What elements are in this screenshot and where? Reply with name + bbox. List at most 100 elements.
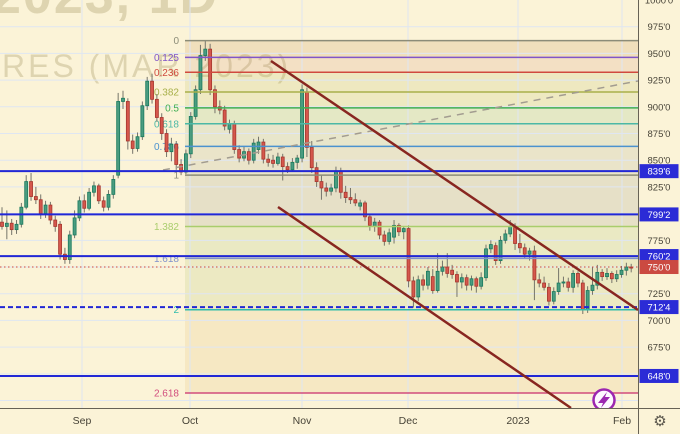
candle-body — [125, 101, 130, 142]
candle-body — [450, 269, 455, 275]
candle-body — [309, 146, 314, 169]
candle-body — [140, 105, 145, 138]
candle-body — [406, 228, 411, 282]
candle-body — [493, 245, 498, 262]
lightning-icon[interactable] — [592, 388, 616, 412]
candle-body — [130, 140, 135, 149]
candle-body — [251, 142, 256, 161]
candle-body — [164, 133, 169, 153]
current-price-tag — [639, 260, 679, 275]
candle-body — [96, 185, 101, 202]
candle-body — [145, 80, 150, 107]
candle-body — [135, 136, 140, 149]
candle-body — [561, 281, 566, 284]
time-axis-bg — [0, 408, 680, 434]
time-tick-label: Nov — [293, 415, 312, 427]
candle-body — [213, 89, 217, 108]
candle-body — [571, 273, 576, 288]
candles-layer[interactable] — [0, 40, 634, 315]
candle-body — [169, 143, 174, 153]
candle-body — [261, 141, 266, 160]
candle-body — [416, 279, 421, 298]
candle-body — [121, 97, 125, 102]
price-tick-label: 950'0 — [648, 49, 671, 60]
candle-body — [551, 291, 556, 302]
candle-body — [24, 181, 29, 208]
trendline-dashed[interactable] — [162, 80, 639, 171]
candle-body — [48, 204, 53, 221]
candle-body — [488, 244, 493, 250]
candle-body — [184, 153, 188, 173]
time-axis[interactable]: Sep Oct Nov Dec 2023 Feb — [73, 415, 632, 427]
fib-level-label: 1.382 — [154, 222, 179, 233]
candle-body — [101, 200, 106, 208]
horizontal-price-lines[interactable] — [0, 170, 638, 377]
time-tick-label: Feb — [613, 415, 631, 427]
candle-body — [290, 161, 295, 171]
price-line-tag — [639, 207, 679, 222]
price-line-tag-label: 799'2 — [648, 210, 671, 221]
candle-body — [508, 226, 513, 235]
price-tick-label: 925'0 — [648, 76, 671, 87]
fib-level-label: 0.236 — [154, 68, 179, 79]
candle-body — [576, 273, 580, 284]
candle-body — [154, 98, 159, 118]
candle-body — [411, 280, 416, 298]
time-tick-label: Dec — [399, 415, 418, 427]
lightning-bolt — [598, 392, 610, 408]
price-tick-label: 700'0 — [648, 316, 671, 327]
candle-body — [348, 197, 353, 201]
candle-body — [208, 48, 213, 91]
price-line-tag-label: 712'4 — [648, 303, 671, 314]
candle-body — [430, 276, 435, 291]
fib-labels: 00.1250.2360.3820.50.6180.78611.3821.618… — [154, 36, 179, 399]
price-line-tag-label: 760'2 — [648, 252, 671, 263]
candle-body — [566, 281, 571, 288]
candle-body — [237, 149, 242, 159]
grid-layer — [0, 0, 638, 408]
candle-body — [367, 216, 372, 226]
candle-body — [193, 89, 198, 117]
descending-channel[interactable] — [270, 59, 639, 410]
fib-level-label: 0.5 — [165, 103, 179, 114]
candle-body — [188, 116, 193, 155]
candle-body — [43, 204, 48, 215]
candle-body — [392, 224, 396, 238]
candle-body — [92, 185, 96, 193]
candle-body — [474, 278, 479, 287]
gear-icon[interactable]: ⚙ — [653, 413, 666, 430]
candle-body — [222, 109, 227, 127]
candle-body — [271, 159, 275, 164]
candle-body — [203, 48, 208, 56]
candle-body — [580, 282, 585, 311]
candle-body — [445, 266, 450, 274]
candle-body — [609, 273, 614, 280]
candle-body — [513, 226, 517, 244]
price-line-tag-label: 839'6 — [648, 167, 671, 178]
price-tick-label: 675'0 — [648, 343, 671, 354]
fib-band — [185, 175, 638, 227]
candle-body — [275, 156, 280, 164]
candle-body — [537, 279, 542, 284]
candle-body — [58, 223, 62, 255]
candle-body — [305, 91, 309, 148]
fib-level-label: 0 — [173, 36, 179, 47]
candle-body — [459, 277, 464, 283]
candle-body — [464, 277, 469, 286]
candle-body — [624, 266, 629, 271]
candle-body — [33, 196, 38, 201]
fib-level-label: 0.382 — [154, 87, 179, 98]
fib-band — [185, 123, 638, 147]
price-line-tag — [639, 300, 679, 315]
candle-body — [600, 271, 605, 278]
price-tick-label: 825'0 — [648, 182, 671, 193]
fib-band — [185, 91, 638, 108]
candle-body — [377, 221, 382, 236]
price-tick-label: 850'0 — [648, 156, 671, 167]
price-axis[interactable]: 1000'0 975'0 950'0 925'0 900'0 875'0 850'0 825'… — [639, 0, 679, 383]
candle-body — [329, 187, 334, 192]
channel-upper-line — [270, 59, 639, 312]
candle-body — [29, 181, 33, 197]
candle-body — [19, 206, 24, 225]
